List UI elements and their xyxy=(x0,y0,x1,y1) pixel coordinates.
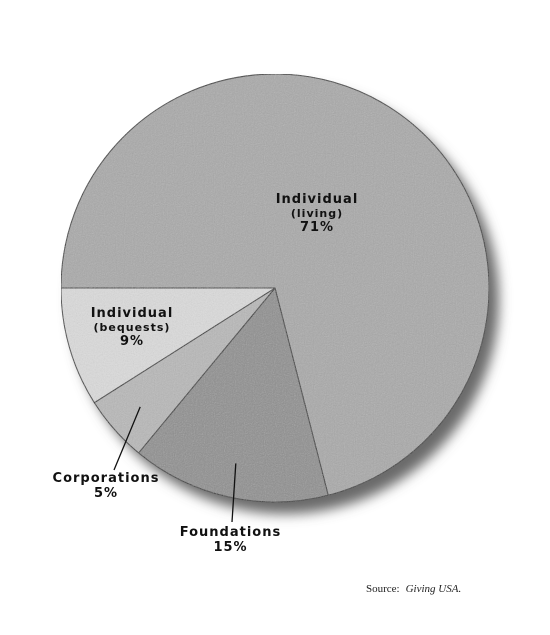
slice-sublabel: (living) xyxy=(290,206,344,220)
slice-value-label: 15% xyxy=(213,539,248,555)
slice-label-corporations: Corporations 5% xyxy=(46,471,166,502)
source-name: Giving USA. xyxy=(405,583,462,595)
slice-name: Foundations xyxy=(179,525,282,540)
slice-sublabel: (bequests) xyxy=(93,320,171,334)
slice-value-label: 9% xyxy=(119,333,145,349)
leader-line-foundations xyxy=(231,463,237,523)
pie-slice-individual-bequests xyxy=(60,287,277,404)
pie-slice-foundations xyxy=(137,286,329,503)
slice-name: Individual xyxy=(90,306,174,321)
pie-slice-individual-living xyxy=(60,73,490,496)
slice-label-foundations: Foundations 15% xyxy=(168,525,293,556)
slice-name: Individual xyxy=(275,192,359,207)
slice-name: Corporations xyxy=(52,471,160,486)
slice-value-label: 71% xyxy=(299,219,335,235)
source-prefix: Source: xyxy=(366,583,400,595)
slice-value-label: 5% xyxy=(93,485,119,501)
leader-line-corporations xyxy=(113,406,141,471)
slice-label-individual-bequests: Individual (bequests) 9% xyxy=(72,306,192,350)
source-note: Source: Giving USA. xyxy=(366,583,461,595)
slice-label-individual-living: Individual (living) 71% xyxy=(262,192,372,236)
